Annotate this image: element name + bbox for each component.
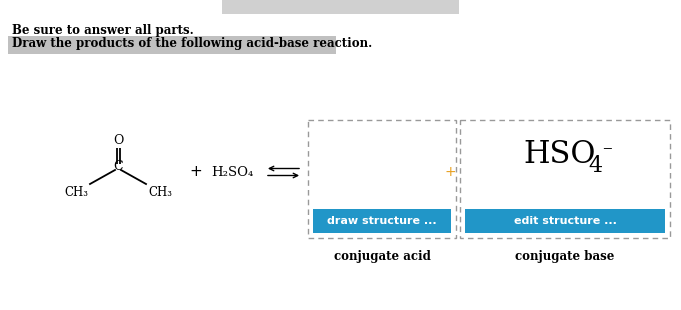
FancyBboxPatch shape xyxy=(8,36,336,54)
FancyBboxPatch shape xyxy=(313,209,451,233)
Text: conjugate base: conjugate base xyxy=(516,250,615,263)
Text: –: – xyxy=(602,139,612,157)
Text: +: + xyxy=(444,165,456,179)
Text: CH₃: CH₃ xyxy=(64,185,88,198)
Text: draw structure ...: draw structure ... xyxy=(327,216,437,226)
Text: H₂SO₄: H₂SO₄ xyxy=(211,166,253,179)
FancyBboxPatch shape xyxy=(460,120,670,238)
Text: edit structure ...: edit structure ... xyxy=(513,216,616,226)
Text: HSO: HSO xyxy=(524,139,597,170)
FancyBboxPatch shape xyxy=(465,209,665,233)
Text: CH₃: CH₃ xyxy=(148,185,172,198)
Text: Be sure to answer all parts.: Be sure to answer all parts. xyxy=(12,24,194,37)
Text: O: O xyxy=(113,134,123,147)
Text: +: + xyxy=(189,165,202,179)
Text: conjugate acid: conjugate acid xyxy=(334,250,430,263)
FancyBboxPatch shape xyxy=(308,120,456,238)
Text: C: C xyxy=(113,160,123,172)
Text: 4: 4 xyxy=(588,155,602,177)
FancyBboxPatch shape xyxy=(222,0,459,14)
Text: Draw the products of the following acid-base reaction.: Draw the products of the following acid-… xyxy=(12,37,373,50)
